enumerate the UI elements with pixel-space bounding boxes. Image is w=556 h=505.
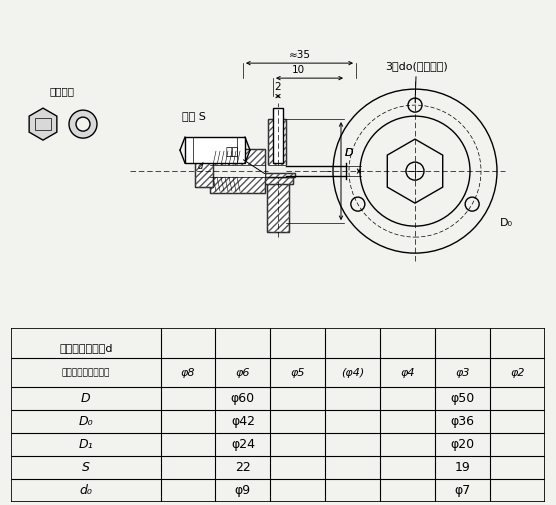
- Text: φ20: φ20: [450, 438, 475, 451]
- Text: 板手 S: 板手 S: [182, 111, 206, 121]
- Text: φ5: φ5: [291, 368, 305, 378]
- Text: 固定装置代号和尺寸: 固定装置代号和尺寸: [62, 368, 110, 377]
- Bar: [210, 149, 265, 193]
- Text: 22: 22: [235, 462, 251, 475]
- Text: d₀: d₀: [80, 484, 92, 497]
- Text: φ36: φ36: [450, 416, 474, 428]
- Text: D₀: D₀: [500, 218, 513, 228]
- Bar: [35, 118, 51, 130]
- Bar: [268, 119, 286, 223]
- Text: φ2: φ2: [510, 368, 525, 378]
- Text: ≈35: ≈35: [289, 50, 310, 60]
- Bar: [267, 177, 289, 232]
- Bar: [266, 165, 288, 177]
- Text: φ50: φ50: [450, 392, 475, 406]
- Text: 3孔do(等分圆周): 3孔do(等分圆周): [385, 61, 448, 103]
- Text: d: d: [197, 162, 203, 171]
- Text: D: D: [345, 148, 354, 158]
- Circle shape: [76, 117, 90, 131]
- Text: φ6: φ6: [236, 368, 250, 378]
- Text: φ9: φ9: [235, 484, 251, 497]
- Text: D: D: [345, 148, 354, 158]
- Bar: [267, 177, 289, 232]
- Text: φ7: φ7: [454, 484, 470, 497]
- Text: D: D: [81, 392, 91, 406]
- Bar: [263, 177, 293, 184]
- Text: 2: 2: [275, 82, 281, 92]
- Bar: [268, 119, 286, 223]
- Text: 可动卡套: 可动卡套: [49, 86, 75, 96]
- Text: D₁: D₁: [78, 438, 93, 451]
- Text: 卡套: 卡套: [225, 147, 265, 174]
- Bar: [273, 108, 283, 163]
- Text: φ4: φ4: [400, 368, 415, 378]
- Text: 10: 10: [291, 65, 305, 75]
- Text: φ60: φ60: [231, 392, 255, 406]
- Bar: [210, 165, 265, 177]
- Text: D₀: D₀: [78, 416, 93, 428]
- Bar: [261, 173, 295, 177]
- Text: φ42: φ42: [231, 416, 255, 428]
- Bar: [195, 155, 213, 187]
- Bar: [195, 155, 213, 187]
- Text: φ3: φ3: [455, 368, 470, 378]
- Text: 19: 19: [455, 462, 470, 475]
- Text: (φ4): (φ4): [341, 368, 364, 378]
- Bar: [261, 173, 295, 177]
- Text: φ8: φ8: [181, 368, 195, 378]
- Text: φ24: φ24: [231, 438, 255, 451]
- Text: 鑄装热电偶外径d: 鑄装热电偶外径d: [59, 343, 113, 354]
- Bar: [263, 177, 293, 184]
- Bar: [210, 149, 265, 193]
- Circle shape: [69, 110, 97, 138]
- Text: S: S: [82, 462, 90, 475]
- Bar: [185, 137, 245, 163]
- Polygon shape: [29, 108, 57, 140]
